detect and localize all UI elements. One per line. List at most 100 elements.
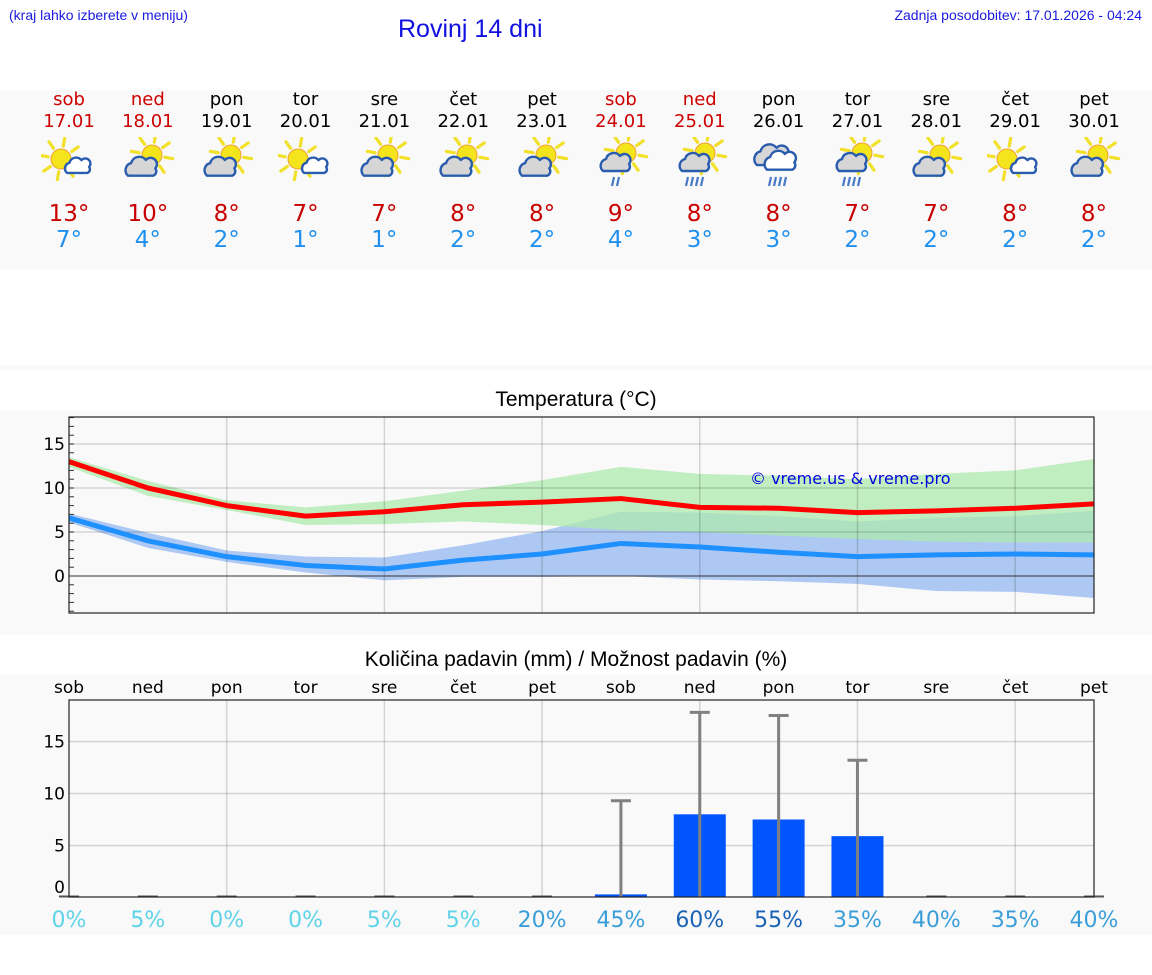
precip-probability: 0% <box>209 908 244 933</box>
svg-text:10: 10 <box>43 479 65 499</box>
day-date: 20.01 <box>279 111 332 132</box>
location-menu-hint: (kraj lahko izberete v meniju) <box>9 7 188 23</box>
day-column: čet 22.01 8° 2° <box>423 90 503 253</box>
min-temperature: 3° <box>686 227 713 253</box>
day-name: tor <box>292 89 319 110</box>
min-temperature: 2° <box>528 227 556 253</box>
precip-day-label: čet <box>450 678 477 698</box>
precip-probability: 0% <box>52 908 87 933</box>
day-name: ned <box>682 89 717 110</box>
day-column: sob 24.01 9° 4° <box>581 90 661 253</box>
svg-text:15: 15 <box>43 733 65 753</box>
day-column: tor 20.01 7° 1° <box>266 90 346 253</box>
temperature-chart-title: Temperatura (°C) <box>495 388 657 411</box>
precip-day-label: sre <box>923 678 949 698</box>
day-date: 29.01 <box>989 111 1041 132</box>
sun-cloud-rain-icon <box>835 137 885 187</box>
max-temperature: 7° <box>371 201 398 227</box>
day-column: pon 19.01 8° 2° <box>187 90 267 253</box>
day-date: 22.01 <box>437 111 489 132</box>
precip-probability: 45% <box>596 908 645 933</box>
day-name: čet <box>1001 89 1030 110</box>
max-temperature: 9° <box>607 201 634 227</box>
day-date: 26.01 <box>752 111 805 132</box>
precip-day-label: pon <box>211 678 243 698</box>
daily-forecast-row: sob 17.01 13° 7° ned 18.01 10° 4° pon 19.01 8° 2° to… <box>0 90 1152 270</box>
day-column: pet 30.01 8° 2° <box>1054 90 1134 253</box>
sun-cloud-light-rain-icon <box>599 137 649 187</box>
svg-text:10: 10 <box>43 785 65 805</box>
svg-text:0: 0 <box>54 878 65 898</box>
day-name: čet <box>449 89 478 110</box>
svg-text:5: 5 <box>54 837 65 857</box>
day-name: pet <box>1079 89 1109 110</box>
max-temperature: 10° <box>127 201 169 227</box>
day-date: 27.01 <box>831 111 884 132</box>
partly-cloudy-icon <box>124 137 175 178</box>
precip-day-label: ned <box>684 678 716 698</box>
day-date: 17.01 <box>43 111 95 132</box>
day-name: pet <box>527 89 557 110</box>
max-temperature: 7° <box>844 201 871 227</box>
precip-day-label: pet <box>528 678 556 698</box>
max-temperature: 8° <box>450 201 477 227</box>
day-name: sob <box>53 89 85 110</box>
max-temperature: 13° <box>48 201 90 227</box>
day-name: tor <box>844 89 871 110</box>
day-date: 19.01 <box>200 111 253 132</box>
svg-text:15: 15 <box>43 435 65 455</box>
sun-small-cloud-icon <box>987 137 1038 182</box>
max-temperature: 7° <box>292 201 319 227</box>
min-temperature: 2° <box>844 227 871 253</box>
precip-day-label: sob <box>54 678 84 698</box>
day-column: pon 26.01 8° 3° <box>739 90 819 253</box>
precip-day-label: sre <box>371 678 397 698</box>
day-name: pon <box>761 89 796 110</box>
precip-probability: 55% <box>754 908 803 933</box>
precip-probability: 60% <box>675 908 724 933</box>
precip-probability: 0% <box>288 908 323 933</box>
precip-probability: 5% <box>130 908 165 933</box>
day-name: sob <box>605 89 637 110</box>
partly-cloudy-icon <box>912 137 963 178</box>
precip-day-label: čet <box>1002 678 1029 698</box>
precip-day-label: pet <box>1080 678 1108 698</box>
max-temperature: 7° <box>923 201 950 227</box>
max-temperature: 8° <box>213 201 240 227</box>
partly-cloudy-icon <box>439 137 490 178</box>
svg-text:0: 0 <box>54 567 65 587</box>
min-temperature: 7° <box>55 227 83 253</box>
max-temperature: 8° <box>765 201 792 227</box>
day-name: sre <box>922 89 951 110</box>
precip-probability: 5% <box>367 908 402 933</box>
svg-text:5: 5 <box>54 523 65 543</box>
sun-small-cloud-icon <box>41 137 92 182</box>
precip-day-label: tor <box>845 678 869 698</box>
precip-day-label: pon <box>763 678 795 698</box>
precip-day-label: sob <box>606 678 636 698</box>
day-date: 30.01 <box>1068 111 1120 132</box>
precip-probability: 20% <box>518 908 567 933</box>
day-name: pon <box>209 89 244 110</box>
precip-day-label: tor <box>294 678 318 698</box>
day-column: sob 17.01 13° 7° <box>29 90 109 253</box>
cloudy-rain-icon <box>752 143 797 187</box>
min-temperature: 4° <box>607 227 634 253</box>
max-temperature: 8° <box>528 201 556 227</box>
sun-cloud-rain-icon <box>678 137 728 187</box>
sun-small-cloud-icon <box>277 137 329 182</box>
max-temperature: 8° <box>686 201 713 227</box>
precipitation-chart-title: Količina padavin (mm) / Možnost padavin … <box>364 648 788 671</box>
min-temperature: 2° <box>923 227 950 253</box>
page-title: Rovinj 14 dni <box>398 15 543 43</box>
partly-cloudy-icon <box>203 137 253 178</box>
day-column: čet 29.01 8° 2° <box>975 90 1055 253</box>
day-date: 28.01 <box>910 111 963 132</box>
precip-probability: 35% <box>991 908 1040 933</box>
day-column: tor 27.01 7° 2° <box>817 90 897 253</box>
precip-probability: 40% <box>1070 908 1119 933</box>
day-column: ned 18.01 10° 4° <box>108 90 188 253</box>
precip-day-label: ned <box>132 678 164 698</box>
